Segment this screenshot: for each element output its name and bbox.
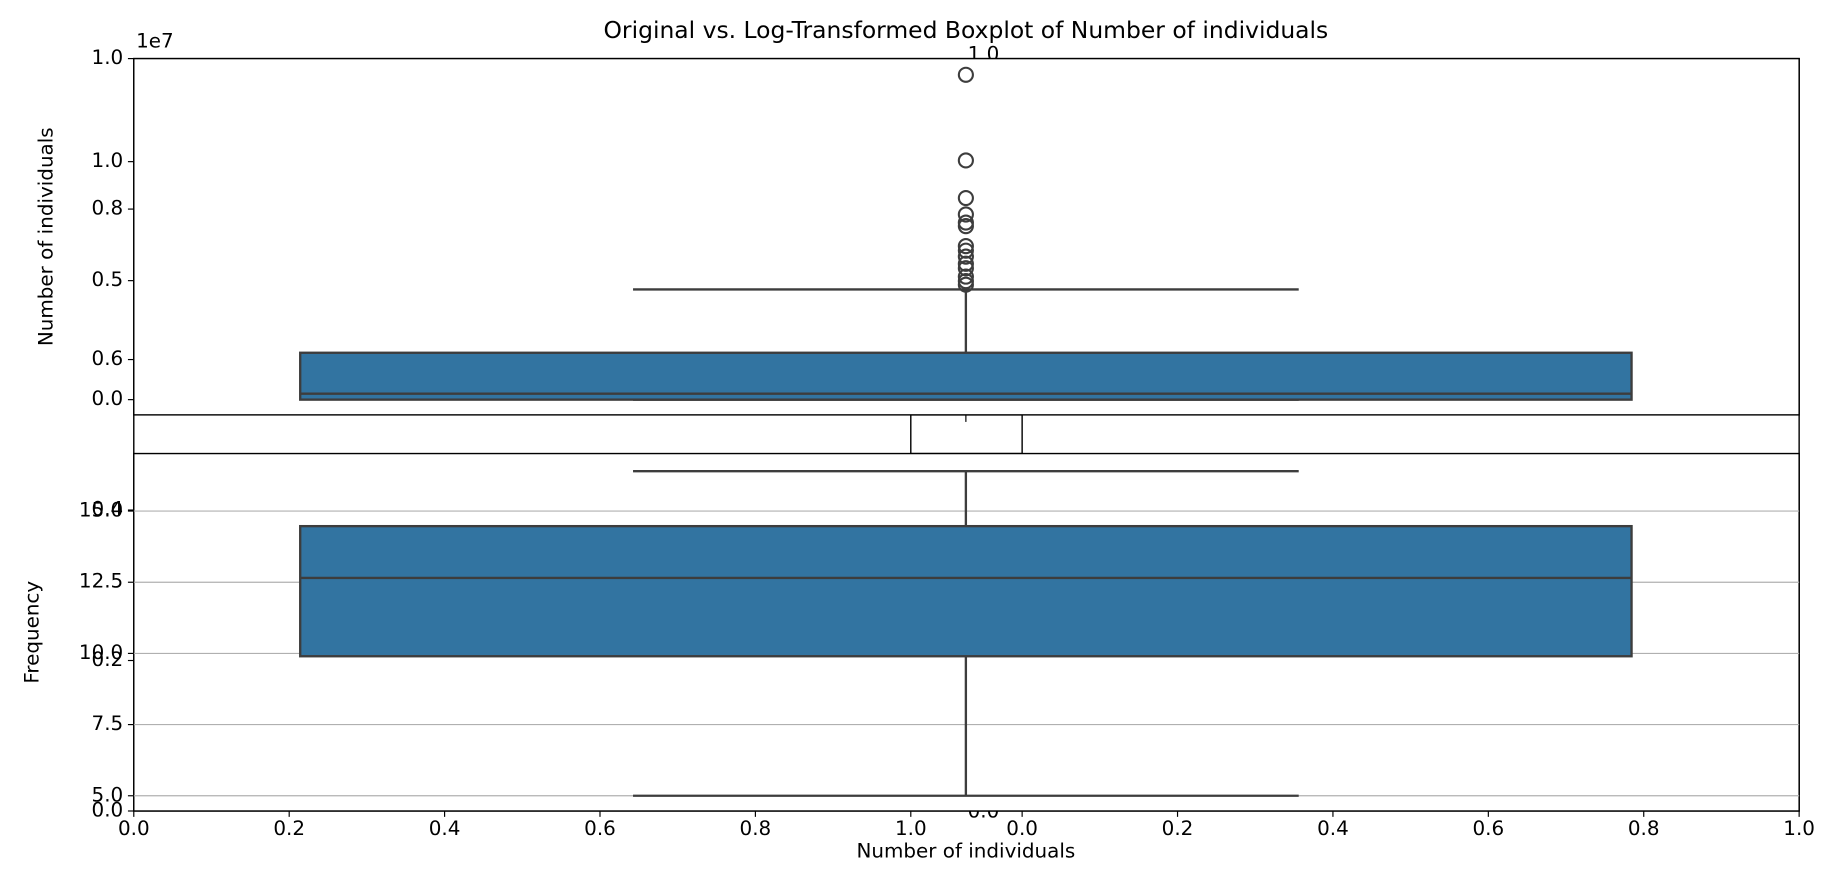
x-tick-label: 1.0: [1783, 817, 1815, 840]
y-tick-label: 0.0: [92, 387, 124, 410]
x-tick-label: 0.4: [1317, 817, 1349, 840]
outlier: [957, 268, 974, 285]
outlier: [957, 206, 974, 223]
outlier: [957, 248, 974, 265]
y-tick-label: 1.0: [92, 46, 124, 69]
y-tick-label: 0.6: [92, 347, 124, 370]
y-tick-label: 12.5: [79, 570, 123, 593]
y-tick-label: 1.0: [92, 149, 124, 172]
x-tick-label: 0.0: [118, 817, 150, 840]
y-tick-label: 0.8: [92, 197, 124, 220]
y-tick-label: 5.0: [92, 783, 124, 806]
y-axis-label: Number of individuals: [35, 127, 58, 346]
x-tick-label: 0.2: [273, 817, 305, 840]
x-tick-label: 0.4: [429, 817, 461, 840]
outlier: [957, 255, 974, 272]
box: [299, 524, 1633, 658]
chart-title: Original vs. Log-Transformed Boxplot of …: [604, 16, 1329, 44]
outlier: [957, 189, 974, 207]
x-tick-label: 1.0: [895, 817, 927, 840]
outlier: [957, 276, 974, 293]
x-tick-label: 0.8: [740, 817, 772, 840]
y-tick-label: 0.5: [92, 268, 124, 291]
y-tick-label: 15.0: [79, 499, 123, 522]
x-tick-label: 0.6: [584, 817, 616, 840]
outlier: [957, 152, 974, 169]
y-tick-label: 7.5: [92, 712, 124, 735]
x-axis-label: Number of individuals: [856, 840, 1075, 863]
y-tick-label: 0.2: [92, 648, 124, 671]
outlier: [957, 218, 974, 235]
y-tick-label: 0.4: [92, 498, 124, 521]
box: [299, 351, 1633, 401]
y-tick-label: 10.0: [79, 641, 123, 664]
offset-label: 1e7: [136, 30, 174, 53]
outlier: [957, 66, 974, 83]
x-tick-label: 0.0: [1006, 817, 1038, 840]
outlier: [957, 238, 974, 255]
outlier: [957, 260, 974, 277]
y-tick-label: 0.0: [92, 798, 124, 821]
x-tick-label: 0.2: [1162, 817, 1194, 840]
y-axis-label: Frequency: [20, 581, 43, 684]
x-tick-label: 0.6: [1473, 817, 1505, 840]
x-tick-label: 0.8: [1628, 817, 1660, 840]
